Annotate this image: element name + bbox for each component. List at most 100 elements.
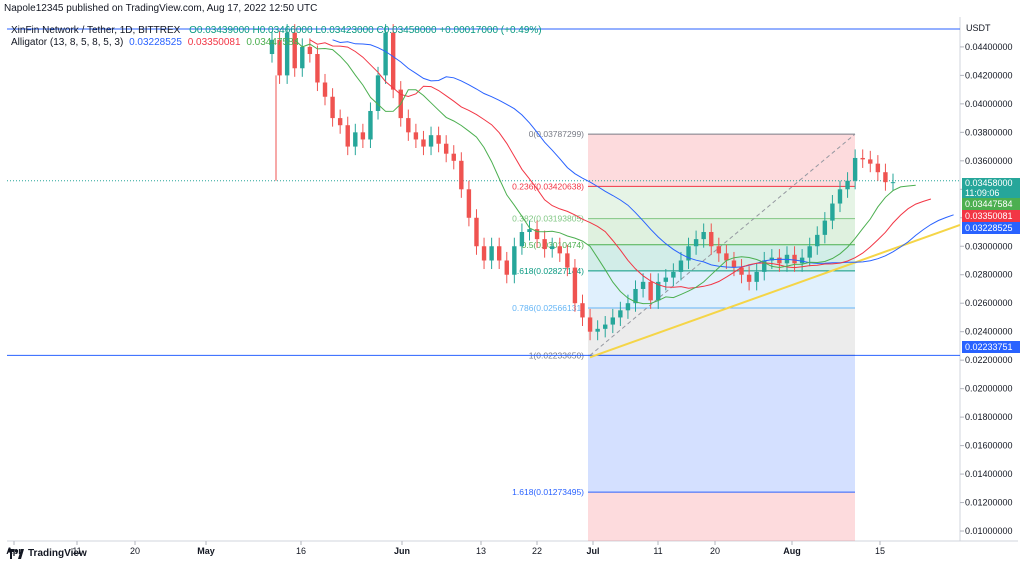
candle-body — [443, 143, 449, 154]
time-tick-label: Jul — [586, 546, 599, 556]
candle-body — [542, 239, 547, 250]
price-tick-label: 0.02800000 — [965, 270, 1013, 280]
candle-body — [565, 253, 570, 268]
candle-body — [474, 217, 479, 247]
candle-body — [731, 260, 737, 268]
candle-body — [724, 253, 729, 261]
price-tick-label: 0.02600000 — [965, 298, 1013, 308]
candle-body — [587, 317, 593, 332]
candle-body — [875, 163, 881, 173]
last-price-tag: 0.03458000 11:09:06 — [962, 178, 1020, 198]
candle-body — [822, 220, 828, 235]
price-tick-label: 0.01400000 — [965, 469, 1013, 479]
candle-body — [580, 303, 585, 318]
candle-body — [830, 203, 835, 221]
lips-price-tag: 0.03447584 — [962, 198, 1020, 210]
price-tick-label: 0.01800000 — [965, 412, 1013, 422]
tradingview-footer[interactable]: TradingView — [8, 548, 87, 559]
fib-level-label: 0.618(0.02827144) — [512, 266, 584, 276]
time-tick-label: Jun — [394, 546, 410, 556]
candle-body — [300, 46, 305, 69]
candle-body — [837, 189, 843, 204]
fib-zone — [588, 355, 855, 493]
candle-body — [512, 246, 517, 275]
candle-body — [769, 257, 775, 261]
candle-body — [550, 246, 555, 250]
fib-level-label: 0.382(0.03193805) — [512, 214, 584, 224]
fib-level-label: 0.5(0.03010474) — [522, 240, 585, 250]
candle-body — [375, 75, 381, 111]
candle-body — [353, 132, 358, 147]
time-tick-label: 11 — [72, 546, 81, 556]
currency-label: USDT — [966, 23, 991, 33]
candle-body — [489, 246, 494, 261]
price-tick-label: 0.03000000 — [965, 241, 1013, 251]
candle-body — [603, 324, 608, 329]
alligator-legend[interactable]: Alligator (13, 8, 5, 8, 5, 3) 0.03228525… — [11, 37, 299, 48]
time-tick-label: 20 — [710, 546, 720, 556]
alligator-teeth-line — [309, 39, 932, 289]
candle-body — [413, 132, 419, 140]
candle-body — [746, 274, 752, 282]
time-tick-label: 15 — [875, 546, 885, 556]
fib-level-label: 0.236(0.03420638) — [512, 181, 584, 191]
fib-zone — [588, 308, 855, 356]
tradingview-logo-icon — [8, 548, 24, 559]
ascending-trend-line — [589, 223, 961, 359]
candle-body — [678, 260, 684, 272]
tradingview-brand: TradingView — [28, 548, 87, 559]
candle-body — [807, 246, 812, 258]
candle-body — [496, 246, 502, 261]
candle-body — [618, 310, 623, 318]
candle-body — [610, 317, 615, 325]
alligator-jaw-value: 0.03228525 — [129, 37, 182, 48]
alligator-lips-value: 0.03447584 — [246, 37, 300, 48]
candle-body — [686, 246, 691, 261]
candle-body — [640, 281, 646, 289]
bar-countdown: 11:09:06 — [965, 188, 1000, 198]
candle-body — [360, 132, 366, 140]
fib-level-label: 0.786(0.02566131) — [512, 303, 584, 313]
candle-body — [777, 257, 782, 264]
price-tick-label: 0.02400000 — [965, 327, 1013, 337]
symbol-legend[interactable]: XinFin Network / Tether, 1D, BITTREX O0.… — [11, 25, 542, 36]
fib-level-label: 1.618(0.01273495) — [512, 487, 584, 497]
alligator-lips-line — [294, 39, 916, 305]
candle-body — [633, 288, 638, 304]
candle-body — [519, 232, 525, 247]
price-tick-label: 0.04400000 — [965, 42, 1013, 52]
teeth-price-tag: 0.03350081 — [962, 210, 1020, 222]
candle-body — [390, 32, 396, 90]
fib-zone — [588, 218, 855, 245]
candle-body — [852, 157, 858, 181]
time-tick-label: 22 — [532, 546, 542, 556]
alligator-jaw-line — [332, 39, 954, 268]
candle-body — [315, 54, 320, 83]
candle-body — [693, 239, 699, 247]
candle-body — [656, 281, 661, 301]
candle-body — [890, 182, 896, 184]
candle-body — [663, 277, 669, 282]
time-tick-label: 13 — [476, 546, 486, 556]
candle-body — [459, 160, 464, 190]
candle-body — [754, 271, 759, 282]
candle-body — [815, 234, 820, 247]
fib-trend-line — [589, 133, 856, 356]
candle-body — [368, 110, 373, 140]
candle-body — [284, 32, 290, 76]
candle-body — [709, 232, 714, 247]
price-tick-label: 0.03600000 — [965, 156, 1013, 166]
fib-zone-extension — [588, 492, 855, 541]
candle-body — [307, 46, 313, 55]
price-tick-label: 0.01200000 — [965, 498, 1013, 508]
time-tick-label: Aug — [783, 546, 801, 556]
candle-body — [527, 229, 532, 233]
candle-body — [451, 153, 456, 161]
candle-body — [868, 159, 873, 164]
fib-level-label: 0(0.03787299) — [529, 129, 584, 139]
candle-body — [428, 135, 434, 147]
price-tick-label: 0.03800000 — [965, 127, 1013, 137]
candle-body — [534, 229, 540, 240]
jaw-price-tag: 0.03228525 — [962, 222, 1020, 234]
